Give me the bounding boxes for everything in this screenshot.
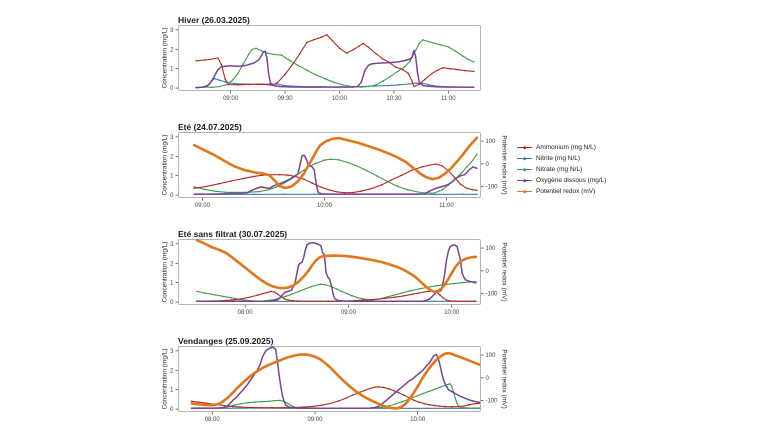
svg-text:0: 0 bbox=[486, 269, 490, 275]
right-axis-label-redox: Potentiel redox (mV) bbox=[500, 135, 508, 195]
svg-text:0: 0 bbox=[486, 162, 490, 168]
plot-area-hiver: 09:00 09:30 10:00 10:30 11:00 0 1 2 3 bbox=[170, 25, 481, 102]
legend-item-potentiel-redox: Potentiel redox (mV) bbox=[517, 186, 606, 197]
plot-area-ete-sans-filtrat: 08:00 09:00 10:00 0 1 2 3 100 0 -100 bbox=[170, 238, 498, 316]
svg-text:09:00: 09:00 bbox=[195, 203, 211, 209]
svg-text:-100: -100 bbox=[486, 185, 499, 191]
svg-text:11:00: 11:00 bbox=[439, 203, 454, 209]
svg-text:09:00: 09:00 bbox=[341, 310, 357, 316]
redox-line-swatch-icon bbox=[517, 189, 532, 195]
svg-text:0: 0 bbox=[170, 407, 174, 413]
panel-title-vendanges: Vendanges (25.09.2025) bbox=[178, 335, 274, 346]
svg-text:1: 1 bbox=[170, 281, 174, 287]
y-axis-label-concentration: Concentration (mg/L) bbox=[161, 27, 169, 89]
svg-text:08:00: 08:00 bbox=[238, 310, 254, 316]
svg-text:100: 100 bbox=[486, 139, 497, 145]
oxygen-line-swatch-icon bbox=[517, 178, 532, 184]
svg-text:3: 3 bbox=[170, 349, 174, 355]
svg-text:09:00: 09:00 bbox=[223, 96, 239, 102]
svg-text:1: 1 bbox=[170, 174, 174, 180]
svg-text:2: 2 bbox=[170, 154, 174, 160]
right-axis-label-redox: Potentiel redox (mV) bbox=[500, 349, 508, 409]
panel-title-hiver: Hiver (26.03.2025) bbox=[178, 14, 250, 25]
svg-text:09:30: 09:30 bbox=[278, 96, 294, 102]
svg-text:0: 0 bbox=[170, 300, 174, 306]
ammonium-line-swatch-icon bbox=[517, 145, 532, 151]
legend-item-nitrite: Nitrite (mg N/L) bbox=[517, 153, 606, 164]
plot-area-ete: 09:00 10:00 11:00 0 1 2 3 100 0 -100 bbox=[170, 132, 498, 209]
legend-label: Potentiel redox (mV) bbox=[536, 188, 596, 195]
legend-item-nitrate: Nitrate (mg N/L) bbox=[517, 164, 606, 175]
svg-text:3: 3 bbox=[170, 135, 174, 141]
panel-title-ete-sans-filtrat: Eté sans filtrat (30.07.2025) bbox=[178, 228, 288, 239]
panel-title-ete: Eté (24.07.2025) bbox=[178, 121, 242, 132]
svg-text:100: 100 bbox=[486, 353, 497, 359]
svg-text:10:00: 10:00 bbox=[444, 310, 460, 316]
svg-text:10:00: 10:00 bbox=[332, 96, 348, 102]
y-axis-label-concentration: Concentration (mg/L) bbox=[161, 134, 169, 196]
svg-text:0: 0 bbox=[170, 193, 174, 199]
svg-text:10:00: 10:00 bbox=[410, 417, 426, 423]
svg-text:3: 3 bbox=[170, 242, 174, 248]
legend: Ammonium (mg N/L) Nitrite (mg N/L) Nitra… bbox=[517, 142, 606, 197]
svg-text:0: 0 bbox=[170, 86, 174, 92]
svg-text:2: 2 bbox=[170, 368, 174, 374]
legend-label: Ammonium (mg N/L) bbox=[536, 144, 596, 151]
svg-text:11:00: 11:00 bbox=[441, 96, 456, 102]
svg-text:2: 2 bbox=[170, 47, 174, 53]
svg-text:-100: -100 bbox=[486, 399, 499, 405]
legend-item-oxygene-dissous: Oxygène dissous (mg/L) bbox=[517, 175, 606, 186]
legend-item-ammonium: Ammonium (mg N/L) bbox=[517, 142, 606, 153]
legend-label: Nitrate (mg N/L) bbox=[536, 166, 583, 173]
legend-label: Nitrite (mg N/L) bbox=[536, 155, 581, 162]
svg-text:09:00: 09:00 bbox=[307, 417, 323, 423]
nitrate-line-swatch-icon bbox=[517, 167, 532, 173]
plot-area-vendanges: 08:00 09:00 10:00 0 1 2 3 100 0 -100 bbox=[170, 346, 498, 423]
svg-text:1: 1 bbox=[170, 388, 174, 394]
svg-text:2: 2 bbox=[170, 261, 174, 267]
svg-text:10:00: 10:00 bbox=[317, 203, 333, 209]
svg-text:100: 100 bbox=[486, 246, 497, 252]
legend-label: Oxygène dissous (mg/L) bbox=[536, 177, 607, 184]
svg-text:1: 1 bbox=[170, 67, 174, 73]
svg-text:0: 0 bbox=[486, 376, 490, 382]
svg-text:3: 3 bbox=[170, 28, 174, 34]
svg-text:-100: -100 bbox=[486, 292, 499, 298]
right-axis-label-redox: Potentiel redox (mV) bbox=[500, 242, 508, 302]
y-axis-label-concentration: Concentration (mg/L) bbox=[161, 348, 169, 410]
y-axis-label-concentration: Concentration (mg/L) bbox=[161, 241, 169, 303]
svg-text:10:30: 10:30 bbox=[386, 96, 402, 102]
nitrite-line-swatch-icon bbox=[517, 156, 532, 162]
svg-text:08:00: 08:00 bbox=[205, 417, 221, 423]
